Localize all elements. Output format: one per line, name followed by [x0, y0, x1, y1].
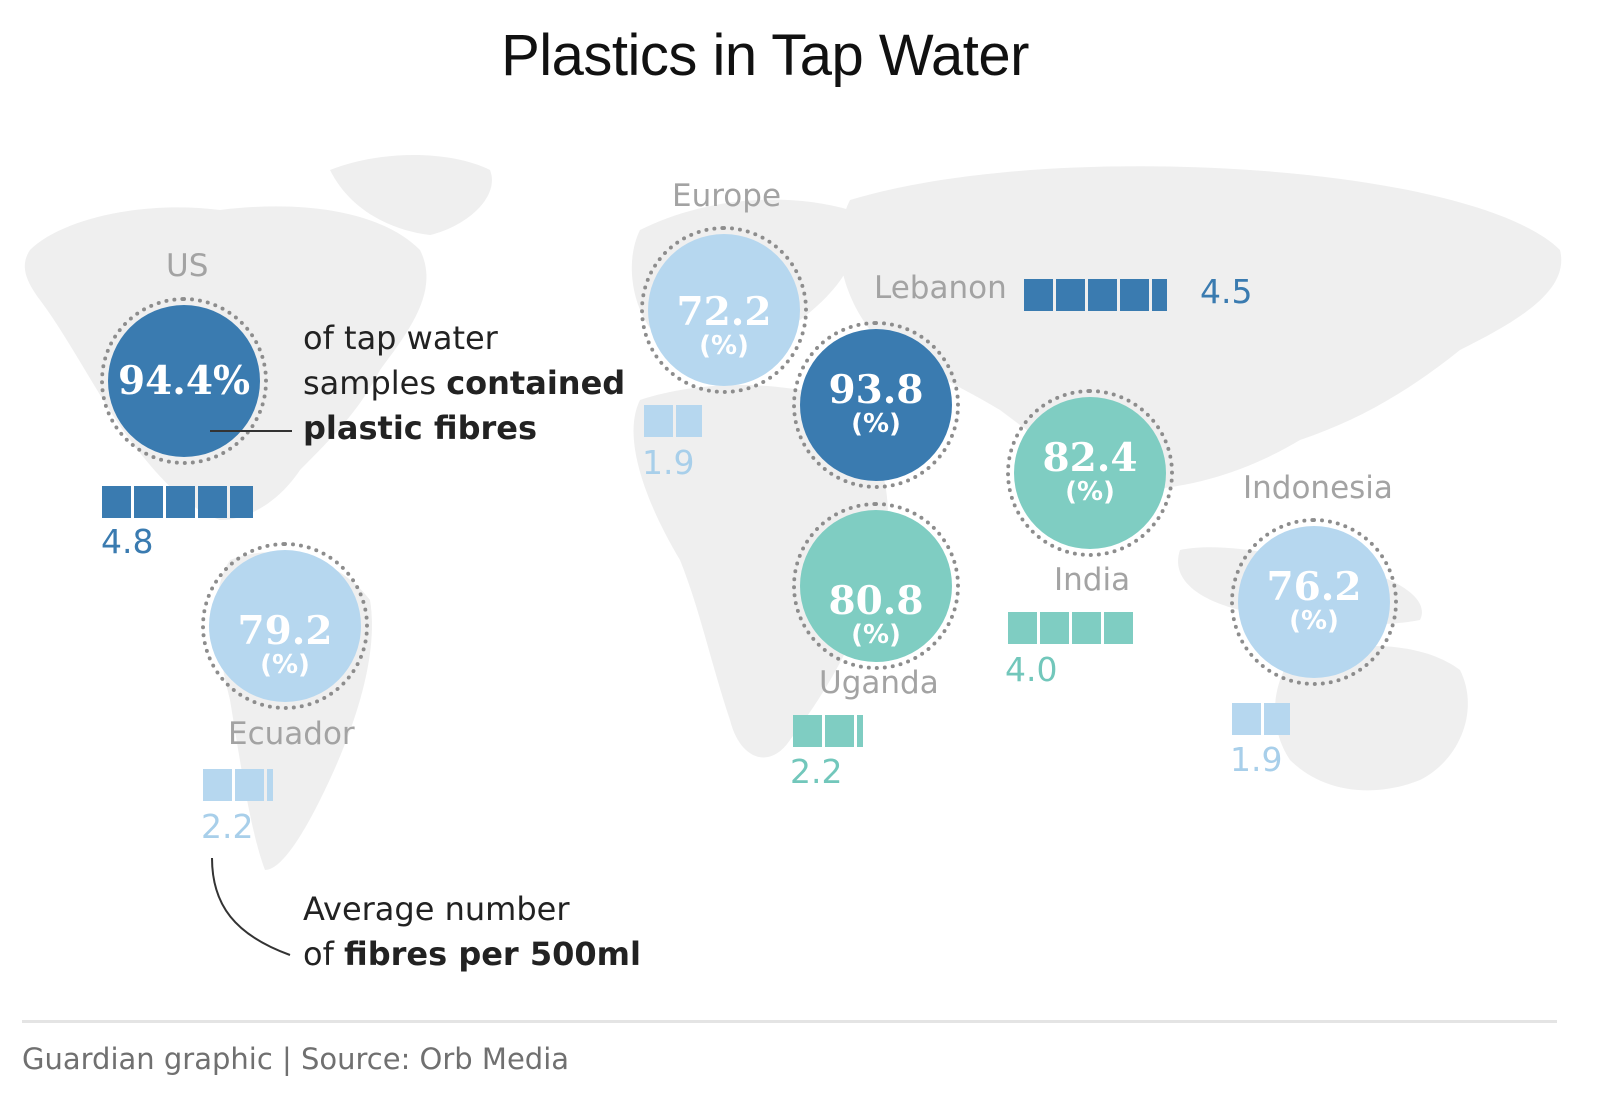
- percent-unit-indonesia: (%): [1289, 606, 1339, 637]
- region-label-uganda: Uganda: [819, 665, 939, 701]
- region-label-europe: Europe: [672, 178, 782, 214]
- fibre-unit-block: [1104, 612, 1133, 644]
- circle-legend-line-1: of tap water: [303, 319, 498, 357]
- bar-legend-plain: of: [303, 935, 345, 973]
- fibre-bars-europe: [644, 405, 702, 437]
- bar-legend-bold: fibres per 500ml: [344, 935, 641, 973]
- region-label-indonesia: Indonesia: [1243, 470, 1393, 506]
- fibre-unit-block: [198, 486, 227, 518]
- percent-value-indonesia: 76.2: [1266, 564, 1362, 611]
- percent-circle-europe: 72.2 (%): [648, 234, 800, 386]
- fibre-unit-block: [166, 486, 195, 518]
- percent-unit-europe: (%): [699, 331, 749, 362]
- fibre-value-europe: 1.9: [642, 443, 695, 482]
- circle-legend-bold: contained: [446, 364, 626, 402]
- bar-legend-line-1: Average number: [303, 890, 570, 928]
- circle-legend-note: of tap water samples contained plastic f…: [303, 316, 625, 451]
- percent-circle-india: 82.4 (%): [1014, 397, 1166, 549]
- greenland-landmass: [330, 155, 492, 235]
- fibre-value-ecuador: 2.2: [201, 807, 254, 846]
- circle-legend-line-2: samples contained: [303, 361, 625, 406]
- region-label-india: India: [1054, 562, 1131, 598]
- region-label-ecuador: Ecuador: [228, 716, 355, 752]
- percent-ring-ecuador: [201, 542, 369, 710]
- percent-unit-ecuador: (%): [260, 650, 310, 681]
- percent-ring-uganda: [792, 502, 960, 670]
- fibre-partial-block: [676, 405, 702, 437]
- footer-divider: [22, 1020, 1557, 1023]
- fibre-bars-us: [102, 486, 253, 518]
- fibre-unit-block: [1024, 279, 1053, 311]
- region-label-us: US: [166, 248, 209, 284]
- fibre-bars-indonesia: [1232, 703, 1290, 735]
- circle-legend-bold-2: plastic fibres: [303, 409, 538, 447]
- percent-circle-indonesia: 76.2 (%): [1238, 526, 1390, 678]
- source-credit: Guardian graphic | Source: Orb Media: [22, 1042, 570, 1076]
- fibre-partial-block: [230, 486, 253, 518]
- fibre-unit-block: [1072, 612, 1101, 644]
- fibre-partial-block: [1152, 279, 1167, 311]
- percent-value-us: 94.4%: [117, 357, 251, 404]
- fibre-value-us: 4.8: [101, 522, 154, 561]
- percent-ring-lebanon: [792, 321, 960, 489]
- fibre-partial-block: [1264, 703, 1290, 735]
- fibre-partial-block: [267, 769, 273, 801]
- bar-legend-line-2: of fibres per 500ml: [303, 932, 641, 977]
- percent-circle-ecuador: 79.2 (%): [209, 550, 361, 702]
- region-label-lebanon: Lebanon: [874, 270, 1007, 306]
- fibre-value-uganda: 2.2: [790, 752, 843, 791]
- percent-value-india: 82.4: [1042, 435, 1138, 482]
- fibre-unit-block: [235, 769, 264, 801]
- fibre-value-lebanon: 4.5: [1200, 272, 1253, 311]
- fibre-unit-block: [1056, 279, 1085, 311]
- percent-ring-indonesia: [1230, 518, 1398, 686]
- fibre-unit-block: [102, 486, 131, 518]
- percent-value-uganda: 80.8: [828, 578, 924, 625]
- percent-unit-uganda: (%): [851, 620, 901, 651]
- fibre-unit-block: [1040, 612, 1069, 644]
- chart-title: Plastics in Tap Water: [501, 23, 1029, 88]
- fibre-bars-lebanon: [1024, 279, 1167, 311]
- percent-circle-us: 94.4%: [108, 305, 260, 457]
- fibre-unit-block: [793, 715, 822, 747]
- bar-legend-note: Average number of fibres per 500ml: [303, 887, 641, 977]
- percent-ring-europe: [640, 226, 808, 394]
- fibre-bars-ecuador: [203, 769, 273, 801]
- fibre-bars-uganda: [793, 715, 863, 747]
- fibre-unit-block: [825, 715, 854, 747]
- fibre-bars-india: [1008, 612, 1133, 644]
- circle-legend-plain: samples: [303, 364, 447, 402]
- fibre-unit-block: [203, 769, 232, 801]
- fibre-unit-block: [1232, 703, 1261, 735]
- percent-value-ecuador: 79.2: [237, 608, 333, 655]
- fibre-partial-block: [857, 715, 863, 747]
- percent-value-europe: 72.2: [676, 289, 772, 336]
- fibre-unit-block: [134, 486, 163, 518]
- africa-landmass: [633, 385, 888, 758]
- fibre-unit-block: [1120, 279, 1149, 311]
- fibre-unit-block: [1088, 279, 1117, 311]
- percent-circle-uganda: 80.8 (%): [800, 510, 952, 662]
- percent-circle-lebanon: 93.8 (%): [800, 329, 952, 481]
- fibre-value-indonesia: 1.9: [1230, 740, 1283, 779]
- percent-ring-india: [1006, 389, 1174, 557]
- fibre-value-india: 4.0: [1005, 650, 1058, 689]
- percent-unit-india: (%): [1065, 477, 1115, 508]
- circle-legend-line-3: plastic fibres: [303, 406, 625, 451]
- percent-unit-lebanon: (%): [851, 409, 901, 440]
- percent-value-lebanon: 93.8: [828, 367, 924, 414]
- fibre-unit-block: [644, 405, 673, 437]
- percent-ring-us: [100, 297, 268, 465]
- fibre-unit-block: [1008, 612, 1037, 644]
- asia-landmass: [839, 166, 1562, 490]
